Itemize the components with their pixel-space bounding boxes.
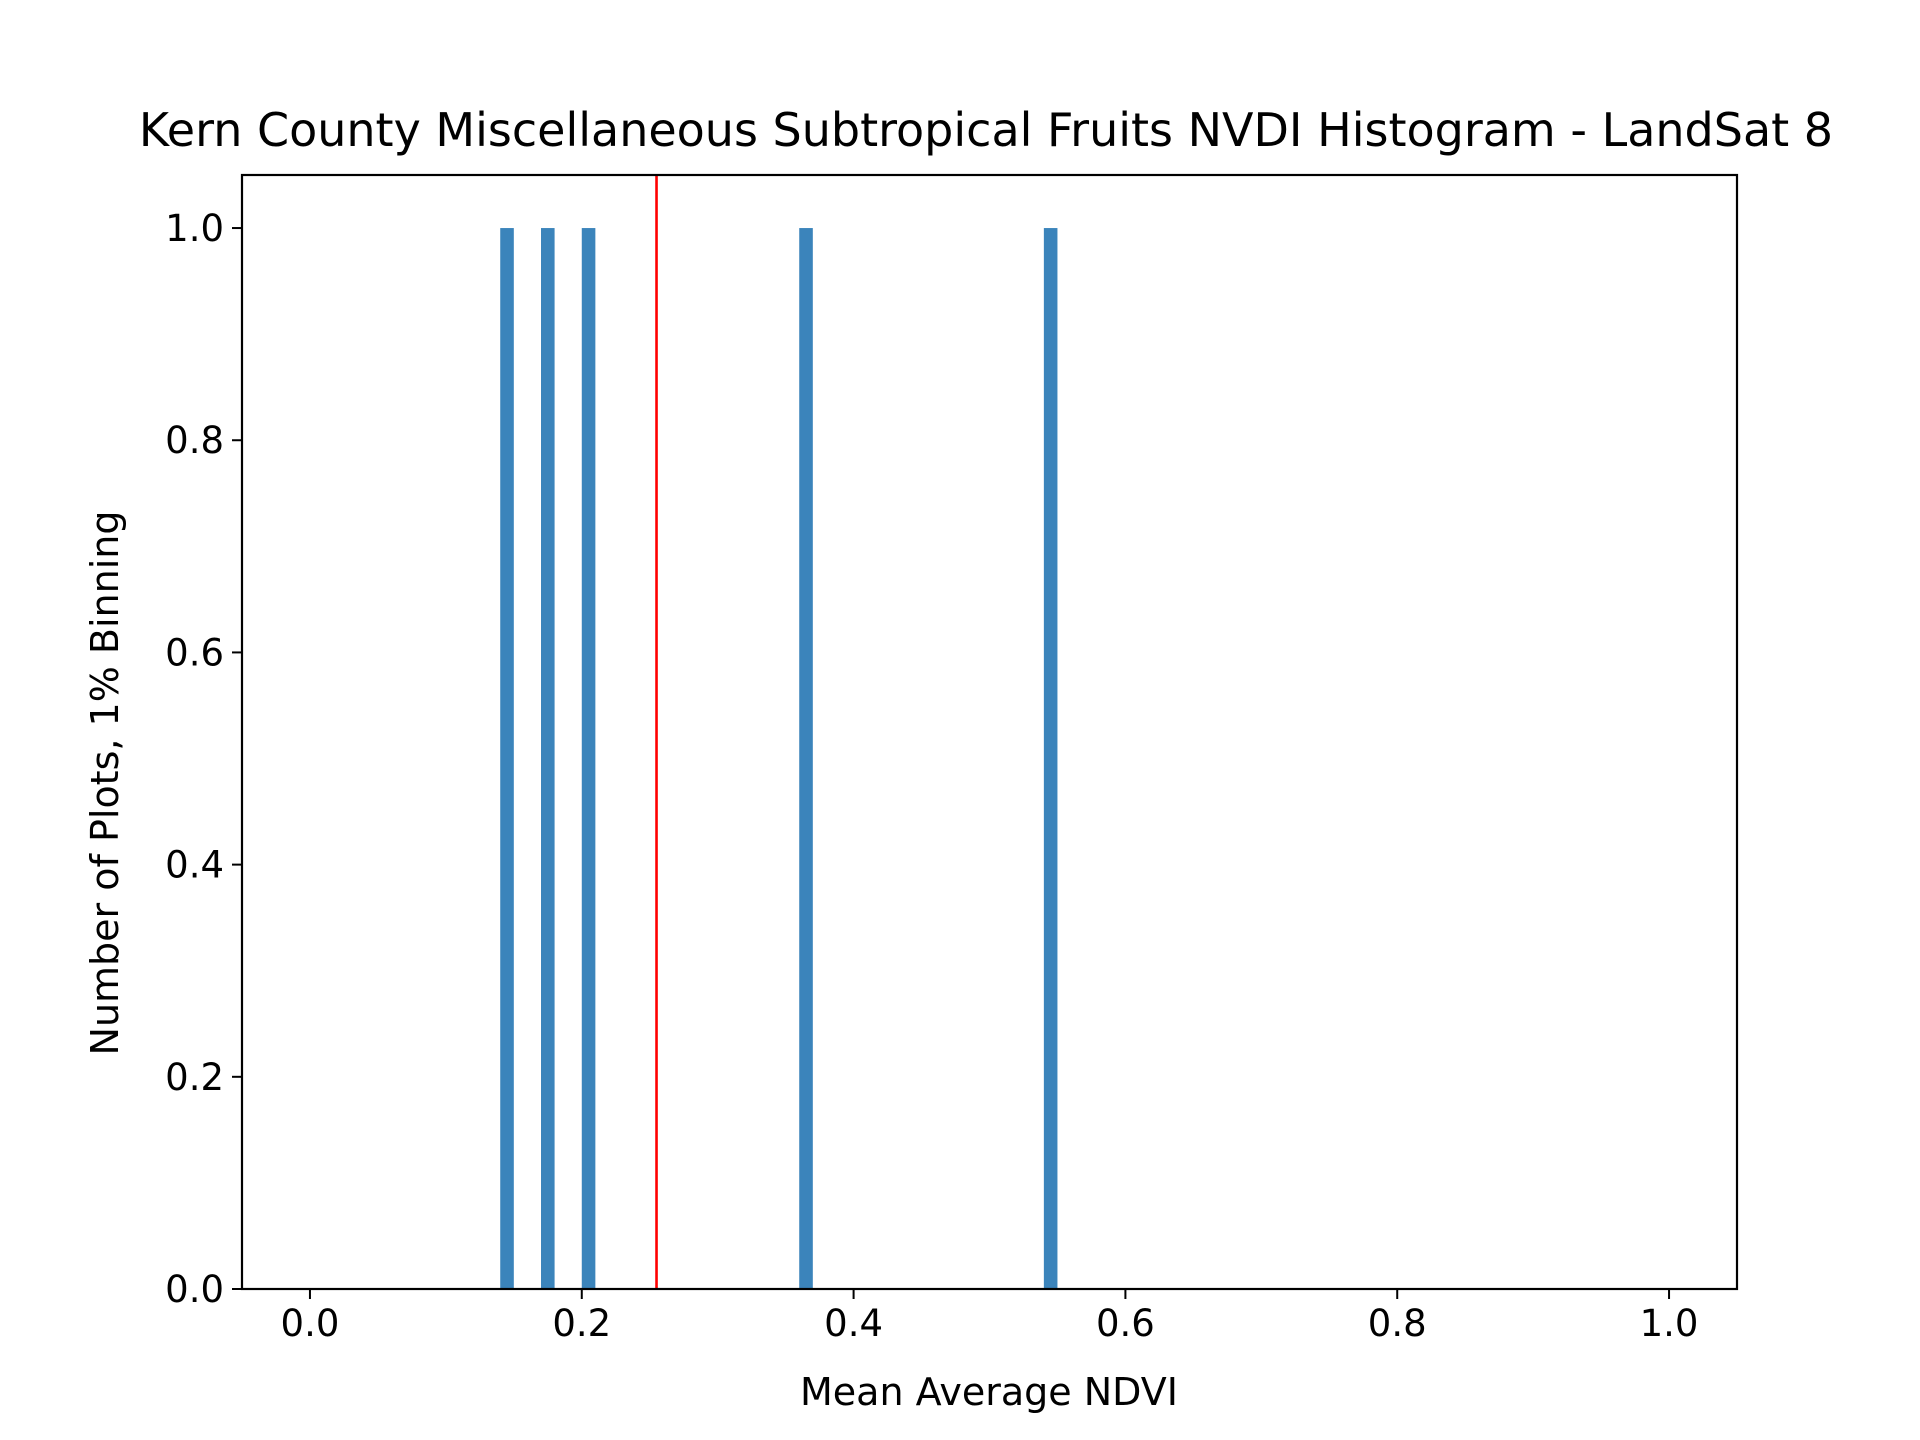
- x-tick-label: 0.2: [552, 1302, 611, 1345]
- y-tick-label: 0.6: [165, 631, 224, 674]
- histogram-bar-1: [500, 228, 514, 1289]
- histogram-bar-2: [541, 228, 555, 1289]
- y-tick-label: 0.8: [165, 419, 224, 462]
- x-tick-label: 0.0: [281, 1302, 340, 1345]
- y-tick-label: 0.0: [165, 1268, 224, 1311]
- x-tick-label: 0.8: [1368, 1302, 1427, 1345]
- axes-frame: [240, 173, 1739, 1291]
- histogram-bar-5: [1043, 228, 1058, 1289]
- y-tick-label: 0.4: [165, 844, 224, 887]
- histogram-bar-3: [581, 228, 596, 1289]
- y-axis-label: Number of Plots, 1% Binning: [83, 511, 127, 1056]
- x-tick-label: 0.4: [824, 1302, 883, 1345]
- y-tick-label: 1.0: [165, 207, 224, 250]
- plot-area: 0.0 0.2 0.4 0.6 0.8 1.0 0.0 0.2 0.4 0.6 0.8 1.0: [165, 173, 1739, 1345]
- x-tick-label: 0.6: [1096, 1302, 1155, 1345]
- y-tick-label: 0.2: [165, 1056, 224, 1099]
- chart-title: Kern County Miscellaneous Subtropical Fr…: [139, 103, 1833, 157]
- x-axis-label: Mean Average NDVI: [800, 1370, 1178, 1414]
- histogram-bar-4: [799, 228, 813, 1289]
- x-tick-label: 1.0: [1640, 1302, 1699, 1345]
